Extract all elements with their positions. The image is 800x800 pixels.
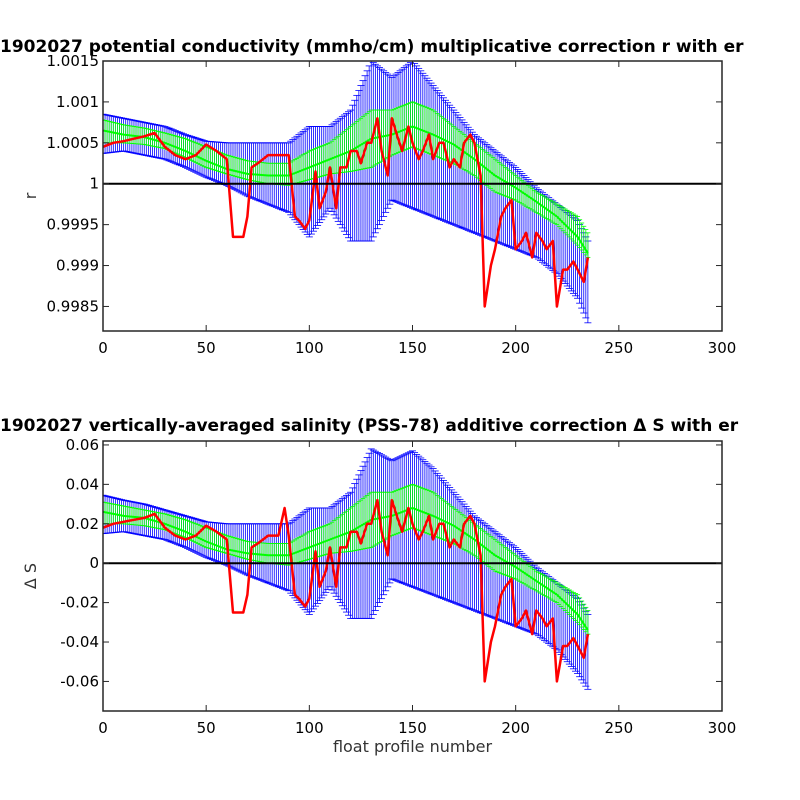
x-tick-label: 300 (708, 339, 737, 357)
y-tick-label: 0.9985 (47, 297, 100, 315)
y-tick-label: 1.001 (56, 93, 99, 111)
x-tick-label: 0 (98, 719, 108, 737)
y-tick-label: -0.04 (60, 633, 99, 651)
x-tick-label: 50 (197, 719, 216, 737)
x-tick-label: 250 (605, 339, 634, 357)
y-tick-label: 0.02 (66, 515, 99, 533)
y-tick-label: -0.02 (60, 594, 99, 612)
y-tick-label: 1.0005 (47, 134, 100, 152)
top-panel-conductivity-correction: 1902027 potential conductivity (mmho/cm)… (0, 37, 744, 357)
plot-area (103, 448, 722, 690)
x-axis-label: float profile number (333, 737, 493, 756)
plot-area (103, 61, 722, 324)
x-tick-label: 300 (708, 719, 737, 737)
y-axis-label: r (21, 192, 40, 199)
x-tick-label: 100 (295, 719, 324, 737)
red-data-line (103, 498, 590, 683)
y-tick-label: 0.999 (56, 257, 99, 275)
x-tick-label: 50 (197, 339, 216, 357)
y-tick-label: 0.06 (66, 436, 99, 454)
x-tick-label: 200 (501, 339, 530, 357)
y-tick-label: 1 (89, 175, 99, 193)
green-error-bar (103, 101, 591, 258)
x-tick-label: 250 (605, 719, 634, 737)
x-tick-label: 0 (98, 339, 108, 357)
bottom-panel-title: 1902027 vertically-averaged salinity (PS… (0, 416, 739, 436)
y-tick-label: 0.04 (66, 475, 99, 493)
y-tick-label: 0 (89, 554, 99, 572)
bottom-panel-salinity-correction: 1902027 vertically-averaged salinity (PS… (0, 416, 739, 756)
x-tick-label: 100 (295, 339, 324, 357)
y-tick-label: 0.9995 (47, 216, 100, 234)
x-tick-label: 200 (501, 719, 530, 737)
y-tick-label: -0.06 (60, 672, 99, 690)
top-panel-title: 1902027 potential conductivity (mmho/cm)… (0, 37, 744, 57)
red-data-line (103, 117, 590, 308)
y-axis-label: Δ S (21, 563, 40, 589)
x-tick-label: 150 (398, 719, 427, 737)
y-tick-label: 1.0015 (47, 52, 100, 70)
x-tick-label: 150 (398, 339, 427, 357)
